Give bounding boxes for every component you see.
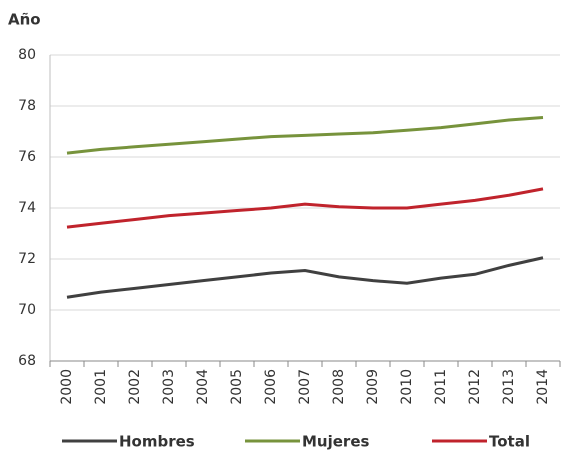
- x-tick-label: 2002: [127, 369, 143, 405]
- x-tick-label: 2014: [535, 369, 551, 405]
- y-tick-label: 80: [18, 47, 36, 63]
- y-tick-label: 74: [18, 200, 36, 216]
- y-axis-label: Año: [8, 11, 41, 29]
- series-line: [66, 256, 544, 299]
- x-tick-label: 2012: [467, 369, 483, 405]
- x-tick-label: 2003: [161, 369, 177, 405]
- series-line: [66, 115, 544, 155]
- x-tick-label: 2005: [229, 369, 245, 405]
- legend-label: Total: [489, 433, 530, 451]
- x-tick-label: 2008: [331, 369, 347, 405]
- x-tick-label: 2010: [399, 369, 415, 405]
- legend-label: Hombres: [119, 433, 195, 451]
- series-line: [66, 187, 544, 229]
- x-tick-label: 2013: [501, 369, 517, 405]
- y-tick-label: 70: [18, 302, 36, 318]
- x-tick-label: 2011: [433, 369, 449, 405]
- y-tick-label: 78: [18, 98, 36, 114]
- y-tick-label: 72: [18, 251, 36, 267]
- x-tick-label: 2001: [93, 369, 109, 405]
- x-tick-label: 2009: [365, 369, 381, 405]
- legend-label: Mujeres: [302, 433, 369, 451]
- y-tick-label: 76: [18, 149, 36, 165]
- x-tick-label: 2000: [59, 369, 75, 405]
- x-tick-label: 2007: [297, 369, 313, 405]
- y-tick-label: 68: [18, 353, 36, 369]
- x-tick-label: 2006: [263, 369, 279, 405]
- x-tick-label: 2004: [195, 369, 211, 405]
